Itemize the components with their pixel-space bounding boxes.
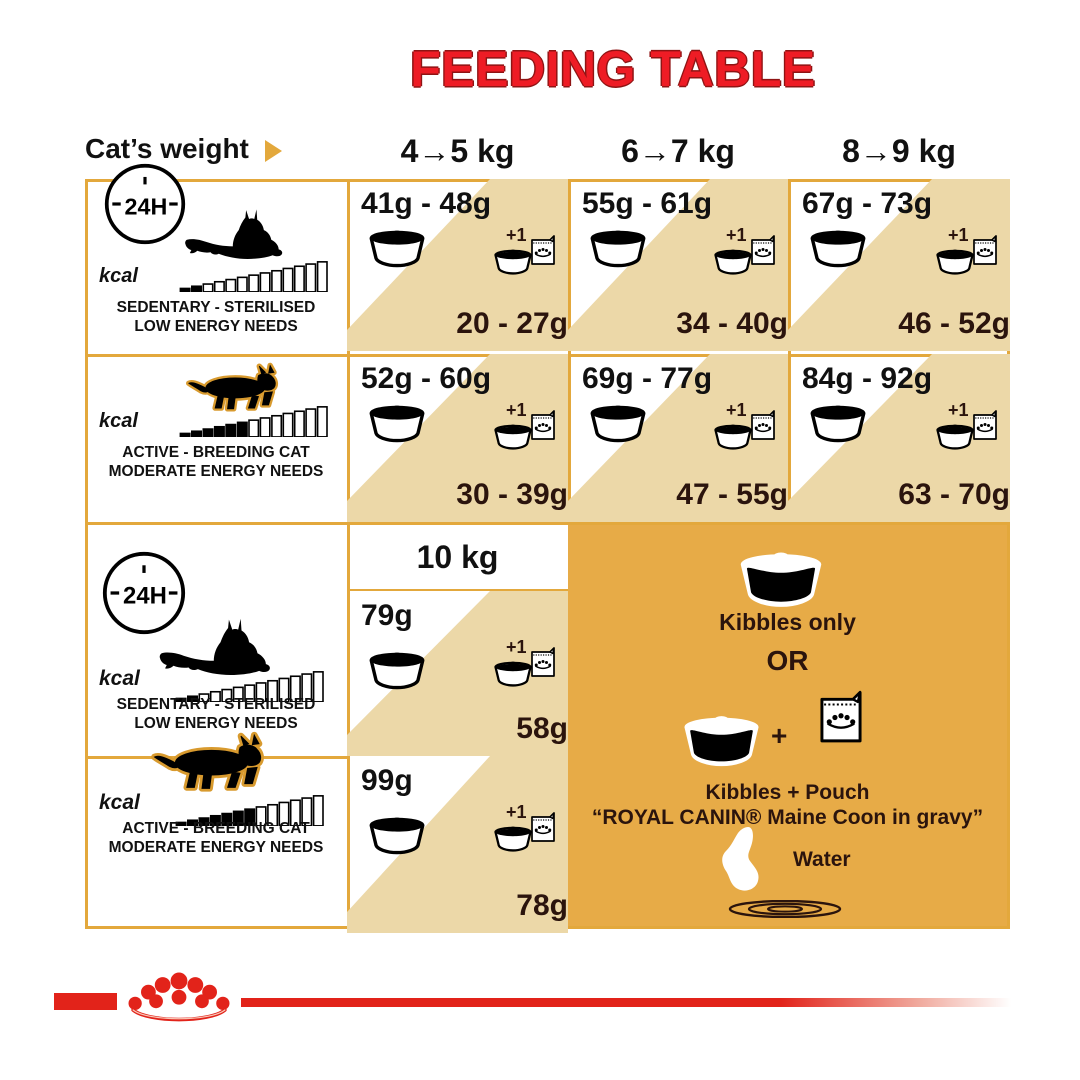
svg-text:24H: 24H [125, 193, 168, 219]
svg-text:24H: 24H [123, 583, 167, 610]
